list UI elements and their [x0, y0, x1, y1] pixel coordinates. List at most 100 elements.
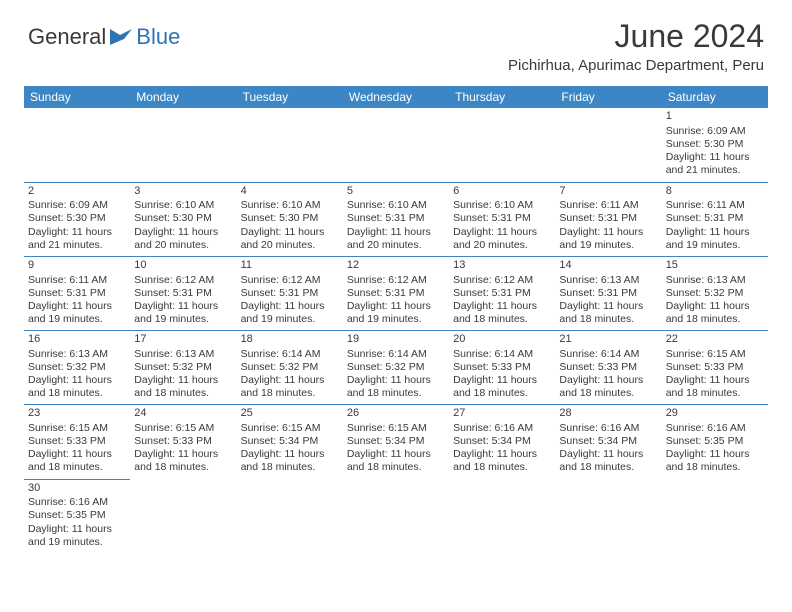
daylight-text: Daylight: 11 hours	[241, 300, 339, 313]
sunset-text: Sunset: 5:33 PM	[453, 361, 551, 374]
day-number: 15	[666, 259, 764, 273]
calendar-cell: 16Sunrise: 6:13 AMSunset: 5:32 PMDayligh…	[24, 331, 130, 405]
day-number: 26	[347, 407, 445, 421]
sunrise-text: Sunrise: 6:13 AM	[134, 348, 232, 361]
calendar-cell	[662, 479, 768, 553]
calendar-cell: 5Sunrise: 6:10 AMSunset: 5:31 PMDaylight…	[343, 182, 449, 256]
daylight-text: Daylight: 11 hours	[134, 374, 232, 387]
sunset-text: Sunset: 5:32 PM	[28, 361, 126, 374]
day-number: 8	[666, 185, 764, 199]
calendar-cell: 14Sunrise: 6:13 AMSunset: 5:31 PMDayligh…	[555, 256, 661, 330]
weekday-header: Tuesday	[237, 86, 343, 108]
calendar-cell	[24, 108, 130, 182]
sunrise-text: Sunrise: 6:10 AM	[134, 199, 232, 212]
daylight-text: Daylight: 11 hours	[666, 448, 764, 461]
sunrise-text: Sunrise: 6:11 AM	[559, 199, 657, 212]
sunrise-text: Sunrise: 6:15 AM	[28, 422, 126, 435]
month-title: June 2024	[508, 18, 764, 55]
daylight-text: Daylight: 11 hours	[666, 151, 764, 164]
daylight-text: Daylight: 11 hours	[453, 226, 551, 239]
day-number: 22	[666, 333, 764, 347]
daylight-text: and 20 minutes.	[241, 239, 339, 252]
logo-text-general: General	[28, 24, 106, 50]
day-number: 23	[28, 407, 126, 421]
day-number: 11	[241, 259, 339, 273]
logo-flag-icon	[110, 29, 132, 45]
calendar-cell	[130, 479, 236, 553]
daylight-text: and 20 minutes.	[347, 239, 445, 252]
daylight-text: and 19 minutes.	[666, 239, 764, 252]
day-number: 24	[134, 407, 232, 421]
daylight-text: Daylight: 11 hours	[559, 374, 657, 387]
daylight-text: Daylight: 11 hours	[241, 448, 339, 461]
calendar-cell: 11Sunrise: 6:12 AMSunset: 5:31 PMDayligh…	[237, 256, 343, 330]
daylight-text: and 18 minutes.	[453, 387, 551, 400]
sunset-text: Sunset: 5:31 PM	[241, 287, 339, 300]
calendar-cell	[449, 108, 555, 182]
sunrise-text: Sunrise: 6:15 AM	[134, 422, 232, 435]
sunset-text: Sunset: 5:31 PM	[347, 287, 445, 300]
daylight-text: Daylight: 11 hours	[559, 300, 657, 313]
title-block: June 2024 Pichirhua, Apurimac Department…	[508, 18, 764, 74]
daylight-text: Daylight: 11 hours	[28, 523, 126, 536]
calendar-cell: 1Sunrise: 6:09 AMSunset: 5:30 PMDaylight…	[662, 108, 768, 182]
calendar-week-row: 23Sunrise: 6:15 AMSunset: 5:33 PMDayligh…	[24, 405, 768, 479]
daylight-text: Daylight: 11 hours	[453, 448, 551, 461]
day-number: 12	[347, 259, 445, 273]
calendar-cell	[343, 108, 449, 182]
calendar-cell: 18Sunrise: 6:14 AMSunset: 5:32 PMDayligh…	[237, 331, 343, 405]
calendar-cell: 9Sunrise: 6:11 AMSunset: 5:31 PMDaylight…	[24, 256, 130, 330]
sunrise-text: Sunrise: 6:14 AM	[241, 348, 339, 361]
daylight-text: and 18 minutes.	[241, 387, 339, 400]
sunset-text: Sunset: 5:33 PM	[559, 361, 657, 374]
sunrise-text: Sunrise: 6:13 AM	[666, 274, 764, 287]
sunrise-text: Sunrise: 6:11 AM	[28, 274, 126, 287]
daylight-text: and 18 minutes.	[28, 461, 126, 474]
sunset-text: Sunset: 5:34 PM	[559, 435, 657, 448]
daylight-text: Daylight: 11 hours	[666, 374, 764, 387]
weekday-header: Wednesday	[343, 86, 449, 108]
daylight-text: and 18 minutes.	[241, 461, 339, 474]
sunrise-text: Sunrise: 6:12 AM	[241, 274, 339, 287]
day-number: 14	[559, 259, 657, 273]
weekday-header-row: Sunday Monday Tuesday Wednesday Thursday…	[24, 86, 768, 108]
day-number: 28	[559, 407, 657, 421]
calendar-week-row: 2Sunrise: 6:09 AMSunset: 5:30 PMDaylight…	[24, 182, 768, 256]
daylight-text: Daylight: 11 hours	[134, 448, 232, 461]
calendar-cell: 23Sunrise: 6:15 AMSunset: 5:33 PMDayligh…	[24, 405, 130, 479]
weekday-header: Friday	[555, 86, 661, 108]
calendar-cell: 8Sunrise: 6:11 AMSunset: 5:31 PMDaylight…	[662, 182, 768, 256]
day-number: 2	[28, 185, 126, 199]
sunset-text: Sunset: 5:31 PM	[453, 287, 551, 300]
sunset-text: Sunset: 5:32 PM	[241, 361, 339, 374]
calendar-cell: 24Sunrise: 6:15 AMSunset: 5:33 PMDayligh…	[130, 405, 236, 479]
day-number: 18	[241, 333, 339, 347]
sunrise-text: Sunrise: 6:10 AM	[347, 199, 445, 212]
daylight-text: and 18 minutes.	[666, 387, 764, 400]
day-number: 16	[28, 333, 126, 347]
daylight-text: Daylight: 11 hours	[453, 374, 551, 387]
daylight-text: and 18 minutes.	[666, 313, 764, 326]
daylight-text: Daylight: 11 hours	[134, 300, 232, 313]
weekday-header: Thursday	[449, 86, 555, 108]
calendar-cell: 13Sunrise: 6:12 AMSunset: 5:31 PMDayligh…	[449, 256, 555, 330]
calendar-cell: 22Sunrise: 6:15 AMSunset: 5:33 PMDayligh…	[662, 331, 768, 405]
daylight-text: Daylight: 11 hours	[347, 300, 445, 313]
calendar-cell	[237, 108, 343, 182]
daylight-text: and 18 minutes.	[28, 387, 126, 400]
calendar-cell: 3Sunrise: 6:10 AMSunset: 5:30 PMDaylight…	[130, 182, 236, 256]
sunset-text: Sunset: 5:31 PM	[28, 287, 126, 300]
calendar-cell: 12Sunrise: 6:12 AMSunset: 5:31 PMDayligh…	[343, 256, 449, 330]
daylight-text: Daylight: 11 hours	[28, 226, 126, 239]
daylight-text: and 19 minutes.	[28, 313, 126, 326]
calendar-cell: 28Sunrise: 6:16 AMSunset: 5:34 PMDayligh…	[555, 405, 661, 479]
sunset-text: Sunset: 5:30 PM	[28, 212, 126, 225]
sunrise-text: Sunrise: 6:10 AM	[453, 199, 551, 212]
day-number: 19	[347, 333, 445, 347]
sunrise-text: Sunrise: 6:14 AM	[347, 348, 445, 361]
sunrise-text: Sunrise: 6:15 AM	[666, 348, 764, 361]
calendar-cell: 6Sunrise: 6:10 AMSunset: 5:31 PMDaylight…	[449, 182, 555, 256]
sunrise-text: Sunrise: 6:09 AM	[666, 125, 764, 138]
daylight-text: and 19 minutes.	[241, 313, 339, 326]
sunset-text: Sunset: 5:34 PM	[453, 435, 551, 448]
